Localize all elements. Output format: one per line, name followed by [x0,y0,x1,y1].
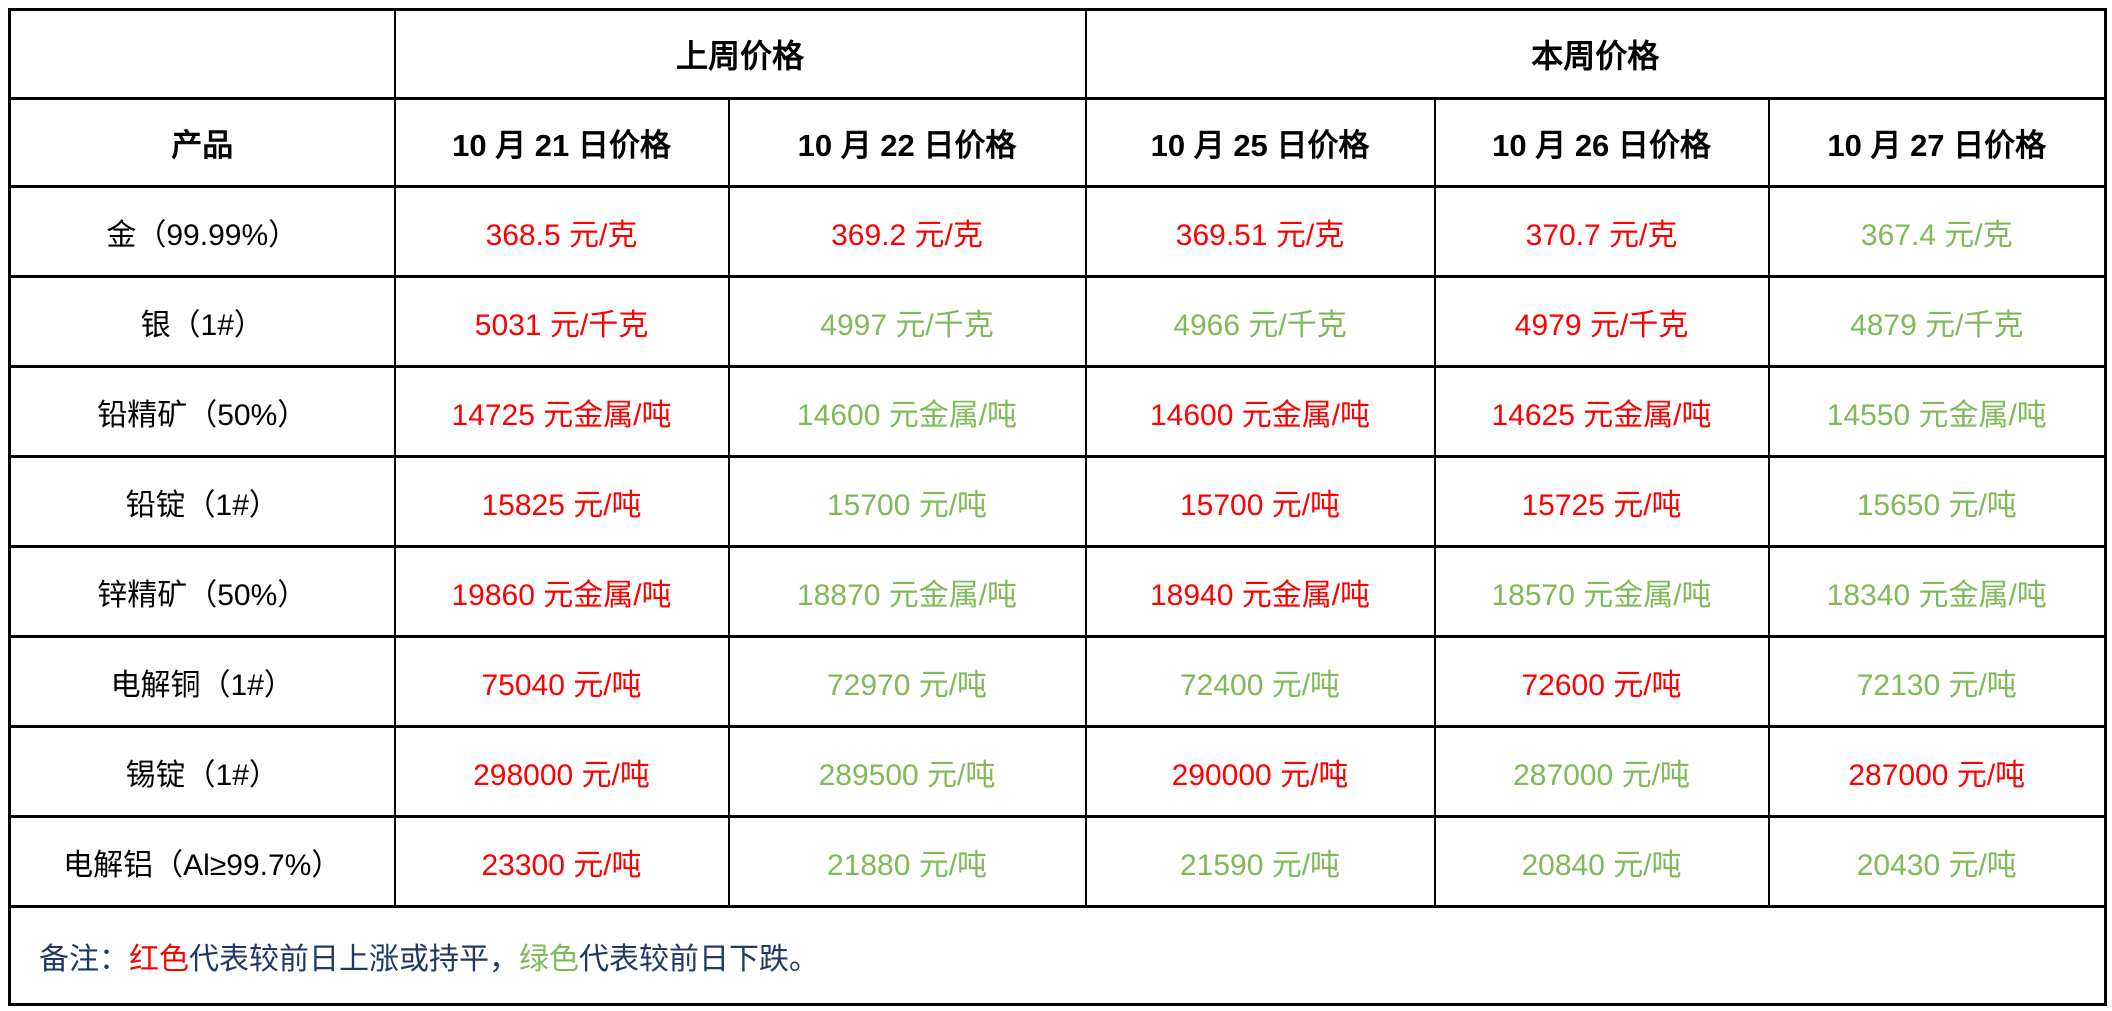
product-column-header: 产品 [8,97,396,188]
table-header: 上周价格 本周价格 产品 10 月 21 日价格 10 月 22 日价格 10 … [8,8,2107,188]
date-header-oct25: 10 月 25 日价格 [1084,97,1436,188]
table-footer: 备注：红色代表较前日上涨或持平，绿色代表较前日下跌。 [8,905,2107,1006]
corner-empty-cell [8,8,396,100]
price-cell: 289500 元/吨 [727,725,1087,818]
price-cell: 72400 元/吨 [1084,635,1436,728]
price-cell: 369.2 元/克 [727,185,1087,278]
price-cell: 4979 元/千克 [1433,275,1770,368]
price-cell: 368.5 元/克 [393,185,730,278]
note-row: 备注：红色代表较前日上涨或持平，绿色代表较前日下跌。 [8,905,2107,1006]
price-cell: 20430 元/吨 [1767,815,2107,908]
price-cell: 298000 元/吨 [393,725,730,818]
product-cell: 银（1#） [8,275,396,368]
table-row: 金（99.99%） 368.5 元/克 369.2 元/克 369.51 元/克 370… [8,185,2107,278]
price-cell: 5031 元/千克 [393,275,730,368]
price-cell: 21590 元/吨 [1084,815,1436,908]
product-cell: 锌精矿（50%） [8,545,396,638]
product-cell: 锡锭（1#） [8,725,396,818]
price-table-body: 金（99.99%） 368.5 元/克 369.2 元/克 369.51 元/克 370… [8,185,2107,908]
legend-note: 备注：红色代表较前日上涨或持平，绿色代表较前日下跌。 [8,905,2107,1006]
price-cell: 4879 元/千克 [1767,275,2107,368]
table-row: 银（1#） 5031 元/千克 4997 元/千克 4966 元/千克 4979 元/千… [8,275,2107,368]
metal-price-table: 上周价格 本周价格 产品 10 月 21 日价格 10 月 22 日价格 10 … [8,8,2108,1006]
this-week-group-header: 本周价格 [1084,8,2107,100]
price-cell: 14725 元金属/吨 [393,365,730,458]
table-row: 锡锭（1#） 298000 元/吨 289500 元/吨 290000 元/吨 2870… [8,725,2107,818]
price-cell: 18870 元金属/吨 [727,545,1087,638]
product-cell: 金（99.99%） [8,185,396,278]
date-header-oct27: 10 月 27 日价格 [1767,97,2107,188]
product-cell: 铅精矿（50%） [8,365,396,458]
note-segment: 备注： [39,942,129,976]
price-cell: 15700 元/吨 [1084,455,1436,548]
price-cell: 15725 元/吨 [1433,455,1770,548]
price-cell: 20840 元/吨 [1433,815,1770,908]
price-cell: 19860 元金属/吨 [393,545,730,638]
table-row: 锌精矿（50%） 19860 元金属/吨 18870 元金属/吨 18940 元金属/… [8,545,2107,638]
price-cell: 72970 元/吨 [727,635,1087,728]
price-cell: 369.51 元/克 [1084,185,1436,278]
product-cell: 电解铜（1#） [8,635,396,728]
price-cell: 18570 元金属/吨 [1433,545,1770,638]
note-segment: 红色 [129,942,189,976]
price-cell: 14600 元金属/吨 [1084,365,1436,458]
price-cell: 21880 元/吨 [727,815,1087,908]
price-cell: 367.4 元/克 [1767,185,2107,278]
price-cell: 14625 元金属/吨 [1433,365,1770,458]
date-header-oct22: 10 月 22 日价格 [727,97,1087,188]
note-segment: 绿色 [519,942,579,976]
price-cell: 290000 元/吨 [1084,725,1436,818]
last-week-group-header: 上周价格 [393,8,1087,100]
price-cell: 14550 元金属/吨 [1767,365,2107,458]
price-cell: 15650 元/吨 [1767,455,2107,548]
note-segment: 代表较前日下跌。 [579,942,819,976]
date-header-row: 产品 10 月 21 日价格 10 月 22 日价格 10 月 25 日价格 1… [8,97,2107,188]
price-cell: 370.7 元/克 [1433,185,1770,278]
product-cell: 电解铝（Al≥99.7%） [8,815,396,908]
price-cell: 72600 元/吨 [1433,635,1770,728]
table-row: 铅锭（1#） 15825 元/吨 15700 元/吨 15700 元/吨 15725 元… [8,455,2107,548]
price-cell: 23300 元/吨 [393,815,730,908]
price-cell: 14600 元金属/吨 [727,365,1087,458]
week-group-row: 上周价格 本周价格 [8,8,2107,100]
price-cell: 4997 元/千克 [727,275,1087,368]
price-cell: 4966 元/千克 [1084,275,1436,368]
price-cell: 287000 元/吨 [1433,725,1770,818]
date-header-oct21: 10 月 21 日价格 [393,97,730,188]
date-header-oct26: 10 月 26 日价格 [1433,97,1770,188]
note-segment: 代表较前日上涨或持平， [189,942,519,976]
table-row: 铅精矿（50%） 14725 元金属/吨 14600 元金属/吨 14600 元金属/… [8,365,2107,458]
price-cell: 18340 元金属/吨 [1767,545,2107,638]
product-cell: 铅锭（1#） [8,455,396,548]
price-cell: 75040 元/吨 [393,635,730,728]
table-row: 电解铜（1#） 75040 元/吨 72970 元/吨 72400 元/吨 72600 … [8,635,2107,728]
table-row: 电解铝（Al≥99.7%） 23300 元/吨 21880 元/吨 21590 元/吨… [8,815,2107,908]
price-cell: 287000 元/吨 [1767,725,2107,818]
price-cell: 15825 元/吨 [393,455,730,548]
price-cell: 18940 元金属/吨 [1084,545,1436,638]
price-cell: 72130 元/吨 [1767,635,2107,728]
price-cell: 15700 元/吨 [727,455,1087,548]
